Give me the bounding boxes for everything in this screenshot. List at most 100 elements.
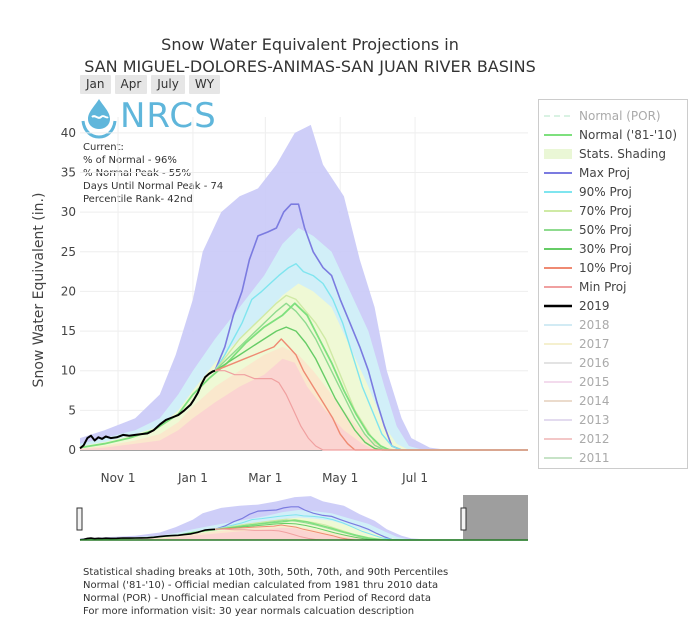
legend-item[interactable]: 10% Proj [539,259,687,278]
legend-swatch [544,191,572,193]
chart-title-line2: SAN MIGUEL-DOLORES-ANIMAS-SAN JUAN RIVER… [84,57,536,76]
legend-swatch [544,400,572,402]
footnote-line: Normal (POR) - Unofficial mean calculate… [83,593,431,604]
x-tick-label: May 1 [322,471,358,485]
shading-band [80,358,375,450]
navigator-band [80,526,397,540]
navigator[interactable] [76,495,528,541]
range-button-july[interactable]: July [151,75,185,94]
series-line-50-proj [214,302,528,451]
legend-item[interactable]: 2018 [539,316,687,335]
stats-line: Percentile Rank- 42nd [83,194,193,205]
legend-item[interactable]: 2012 [539,430,687,449]
legend-swatch [544,210,572,212]
legend-item[interactable]: 2017 [539,335,687,354]
range-button-apr[interactable]: Apr [114,75,148,94]
legend-item[interactable]: Stats. Shading [539,145,687,164]
legend-label: 2012 [579,432,610,446]
x-tick-label: Mar 1 [248,471,282,485]
legend-item[interactable]: 2016 [539,354,687,373]
legend-label: 2019 [579,299,610,313]
legend-item[interactable]: 2011 [539,449,687,468]
legend-item[interactable]: 30% Proj [539,240,687,259]
legend-label: 2017 [579,337,610,351]
legend-item[interactable]: 70% Proj [539,202,687,221]
navigator-line [215,528,528,541]
legend-item[interactable]: 50% Proj [539,221,687,240]
legend-item[interactable]: Normal ('81-'10) [539,126,687,145]
legend-swatch-box [544,149,572,159]
series-line-10-proj [214,338,528,451]
legend-swatch [544,149,572,159]
x-tick-label: Jul 1 [401,471,428,485]
legend-swatch [544,248,572,250]
legend-swatch [544,381,572,383]
navigator-handle-left[interactable] [76,507,83,531]
stats-line: % of Normal - 96% [83,155,177,166]
legend-label: 70% Proj [579,204,632,218]
navigator-mask [463,495,528,540]
footnote-line: Normal ('81-'10) - Official median calcu… [83,580,439,591]
series-line-30-proj [214,326,528,451]
navigator-line [214,522,528,541]
stats-line: Days Until Normal Peak - 74 [83,181,224,192]
legend-item[interactable]: Max Proj [539,164,687,183]
legend-swatch [544,267,572,269]
navigator-handle-right[interactable] [460,507,467,531]
navigator-line [214,506,528,541]
legend-label: Stats. Shading [579,147,667,161]
legend-label: 2011 [579,451,610,465]
legend-swatch [544,324,572,326]
y-tick-label: 40 [61,126,76,140]
footnote-line: For more information visit: 30 year norm… [83,606,415,617]
y-tick-label: 5 [68,403,76,417]
shading-band [80,228,424,450]
legend-swatch [544,457,572,459]
navigator-line [214,524,528,541]
navigator-band [80,527,375,540]
legend-swatch [544,286,572,288]
legend-swatch [544,343,572,345]
legend-swatch [544,134,572,136]
chart-title-line1: Snow Water Equivalent Projections in [161,35,459,54]
stats-line: Current: [83,142,124,153]
legend-label: 30% Proj [579,242,632,256]
legend-item[interactable]: Normal (POR) [539,107,687,126]
legend-label: Min Proj [579,280,627,294]
footnotes: Statistical shading breaks at 10th, 30th… [83,566,448,618]
legend-label: 2016 [579,356,610,370]
navigator-line [79,528,216,541]
legend-item[interactable]: 2014 [539,392,687,411]
nrcs-logo-icon [81,99,117,139]
navigator-band [80,496,449,540]
legend-label: 50% Proj [579,223,632,237]
y-tick-label: 30 [61,205,76,219]
footnote-line: Statistical shading breaks at 10th, 30th… [83,567,449,578]
legend-swatch [544,362,572,364]
series-line-90-proj [214,263,528,451]
y-tick-label: 0 [68,443,76,457]
series-line-max-proj [214,203,528,451]
range-button-jan[interactable]: Jan [80,75,111,94]
legend-swatch [544,172,572,174]
legend-swatch [544,304,572,308]
legend-item[interactable]: 2015 [539,373,687,392]
nrcs-logo-text: NRCS [120,96,217,136]
legend-label: 2014 [579,394,610,408]
series-line-min-proj [215,370,528,451]
y-tick-label: 15 [61,324,76,338]
range-selector: Jan Apr July WY [80,75,221,94]
legend-swatch [544,115,572,117]
y-tick-label: 10 [61,364,76,378]
series-line-normal-81-10- [79,302,528,451]
navigator-band [80,517,409,540]
legend-swatch [544,419,572,421]
legend-item[interactable]: 2019 [539,297,687,316]
range-button-wy[interactable]: WY [188,75,221,94]
legend-item[interactable]: 90% Proj [539,183,687,202]
legend-item[interactable]: Min Proj [539,278,687,297]
legend-item[interactable]: 2013 [539,411,687,430]
series-line-70-proj [214,294,528,451]
navigator-line [214,518,528,541]
navigator-line [79,519,528,541]
